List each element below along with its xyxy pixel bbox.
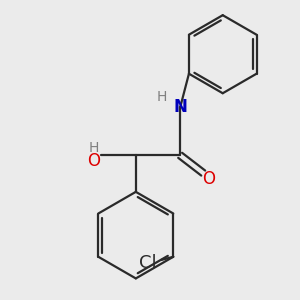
Text: N: N bbox=[173, 98, 187, 116]
Text: O: O bbox=[202, 170, 215, 188]
Text: Cl: Cl bbox=[139, 254, 157, 272]
Text: H: H bbox=[157, 91, 167, 104]
Text: H: H bbox=[89, 140, 99, 154]
Text: O: O bbox=[87, 152, 101, 169]
